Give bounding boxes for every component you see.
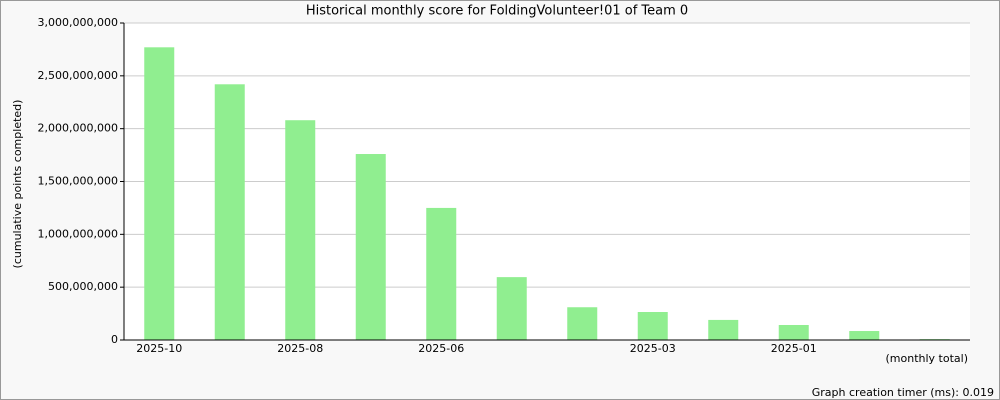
x-tick-label: 2025-01	[771, 342, 817, 355]
bar	[567, 307, 598, 340]
x-tick-label: 2025-08	[277, 342, 323, 355]
bar	[285, 120, 316, 340]
bar	[355, 154, 386, 340]
bar	[637, 311, 668, 340]
y-tick-label: 0	[111, 333, 118, 346]
y-tick-label: 2,000,000,000	[38, 122, 118, 135]
bar	[144, 47, 175, 340]
y-tick-label: 1,000,000,000	[38, 227, 118, 240]
y-tick-label: 2,500,000,000	[38, 69, 118, 82]
bar	[426, 207, 457, 340]
bar	[708, 319, 739, 340]
x-tick-label: 2025-03	[630, 342, 676, 355]
chart-title: Historical monthly score for FoldingVolu…	[306, 4, 688, 19]
bar	[849, 331, 880, 340]
bar	[496, 277, 527, 340]
footer: Graph creation timer (ms): 0.019	[812, 386, 994, 399]
y-tick-label: 500,000,000	[48, 280, 118, 293]
y-tick-label: 1,500,000,000	[38, 175, 118, 188]
bar	[778, 324, 809, 340]
y-axis-label: (cumulative points completed)	[11, 100, 24, 269]
x-axis-label: (monthly total)	[886, 352, 969, 365]
bar	[214, 84, 245, 340]
y-tick-label: 3,000,000,000	[38, 16, 118, 29]
x-tick-label: 2025-10	[136, 342, 182, 355]
x-tick-label: 2025-06	[418, 342, 464, 355]
